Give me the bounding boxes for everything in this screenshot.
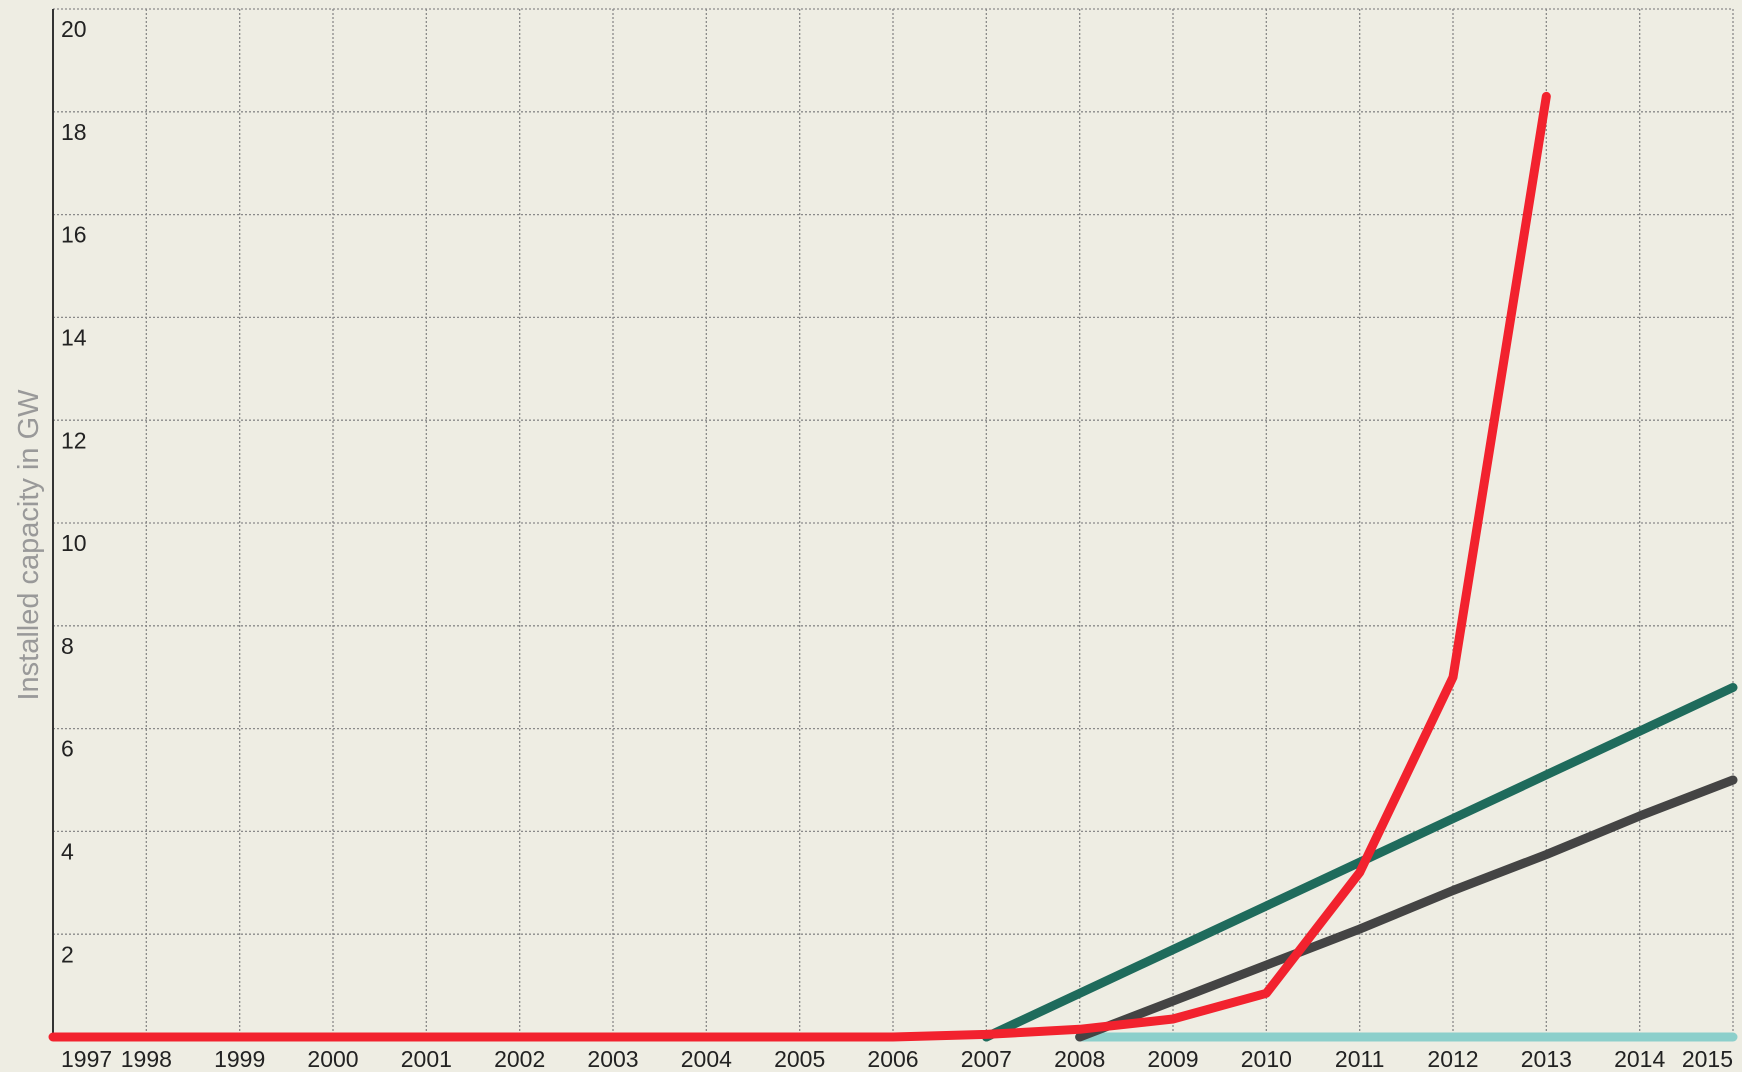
- x-tick-label: 2002: [494, 1046, 545, 1072]
- x-tick-label: 2007: [961, 1046, 1012, 1072]
- y-tick-label: 6: [61, 736, 74, 762]
- y-tick-label: 16: [61, 222, 87, 248]
- x-tick-label: 2008: [1054, 1046, 1105, 1072]
- x-tick-label: 2014: [1614, 1046, 1665, 1072]
- y-tick-label: 12: [61, 427, 87, 453]
- series-line: [1075, 775, 1738, 1042]
- y-tick-label: 20: [61, 16, 87, 42]
- x-tick-label: 2010: [1241, 1046, 1292, 1072]
- y-tick-label: 10: [61, 530, 87, 556]
- x-tick-label: 2004: [681, 1046, 732, 1072]
- x-tick-label: 2001: [401, 1046, 452, 1072]
- x-tick-label: 2013: [1521, 1046, 1572, 1072]
- y-tick-label: 14: [61, 324, 87, 350]
- y-tick-label: 18: [61, 119, 87, 145]
- series-line: [48, 91, 1551, 1042]
- y-axis-label: Installed capacity in GW: [13, 389, 45, 701]
- x-tick-label: 1998: [121, 1046, 172, 1072]
- x-tick-label: 2003: [587, 1046, 638, 1072]
- x-tick-label: 2011: [1335, 1046, 1384, 1072]
- x-tick-label: 2015: [1682, 1046, 1733, 1072]
- x-tick-label: 2000: [307, 1046, 358, 1072]
- x-tick-label: 2006: [867, 1046, 918, 1072]
- x-tick-label: 1997: [61, 1046, 112, 1072]
- y-tick-label: 8: [61, 633, 74, 659]
- x-tick-label: 2012: [1427, 1046, 1478, 1072]
- x-tick-label: 1999: [214, 1046, 265, 1072]
- y-tick-label: 4: [61, 838, 74, 864]
- x-tick-label: 2005: [774, 1046, 825, 1072]
- y-tick-label: 2: [61, 941, 74, 967]
- x-tick-label: 2009: [1147, 1046, 1198, 1072]
